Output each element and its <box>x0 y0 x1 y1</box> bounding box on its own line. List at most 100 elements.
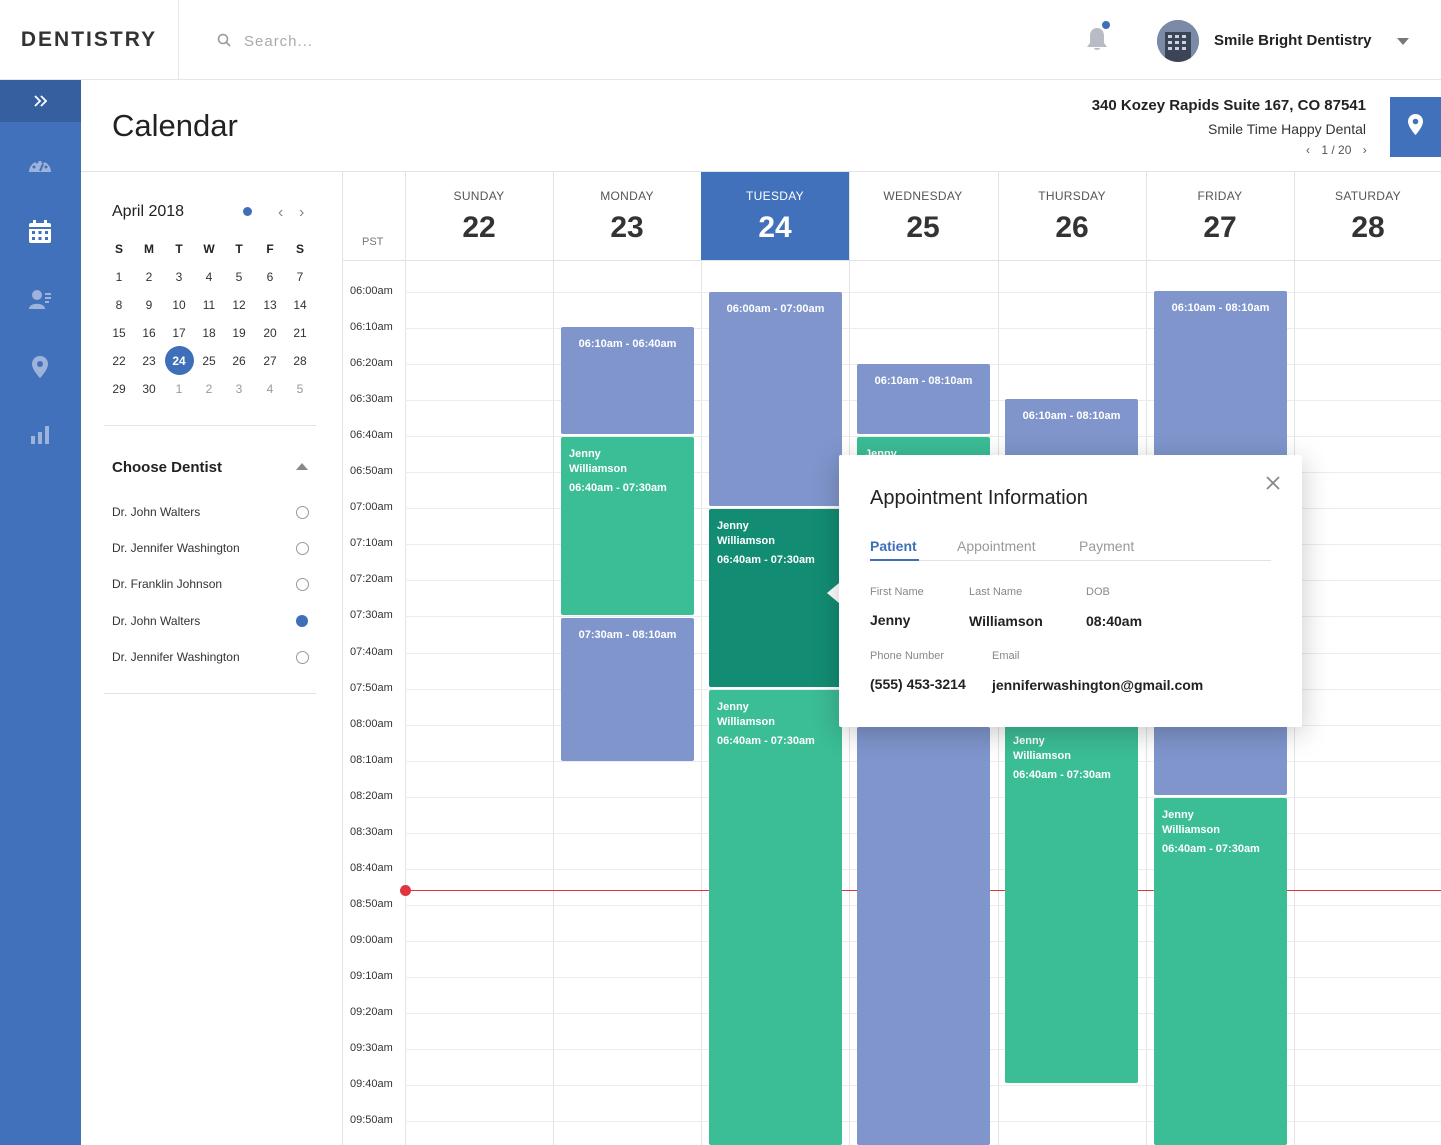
today-indicator[interactable] <box>243 207 252 216</box>
appointment-block[interactable] <box>857 727 990 1145</box>
tab-appointment[interactable]: Appointment <box>957 538 1036 554</box>
mini-calendar-day[interactable]: 24 <box>172 354 186 368</box>
appointment-block[interactable]: 06:10am - 06:40am <box>561 327 694 434</box>
mini-calendar-day[interactable]: 18 <box>202 326 216 340</box>
appointment-block[interactable]: 07:30am - 08:10am <box>561 618 694 761</box>
mini-calendar-day[interactable]: 19 <box>232 326 246 340</box>
calendar-icon[interactable] <box>27 219 53 245</box>
appointment-block[interactable]: Jenny Williamson 06:40am - 07:30am <box>561 437 694 615</box>
radio[interactable] <box>296 506 309 519</box>
map-pin-icon <box>1408 114 1423 135</box>
dentist-name[interactable]: Dr. Jennifer Washington <box>112 541 240 556</box>
day-header-sunday[interactable]: SUNDAY 22 <box>405 172 553 260</box>
chevron-right-icon[interactable]: › <box>1362 143 1367 157</box>
email-label: Email <box>992 650 1020 662</box>
mini-calendar-day[interactable]: 8 <box>115 298 123 312</box>
reports-icon[interactable] <box>27 422 53 448</box>
day-header-wednesday[interactable]: WEDNESDAY 25 <box>849 172 997 260</box>
patients-icon[interactable] <box>27 287 53 313</box>
header-divider <box>81 171 1441 172</box>
day-header-monday[interactable]: MONDAY 23 <box>553 172 701 260</box>
mini-calendar-day[interactable]: 4 <box>266 382 274 396</box>
search-input[interactable] <box>244 28 444 54</box>
mini-calendar-day[interactable]: 12 <box>232 298 246 312</box>
panel-divider <box>104 693 316 694</box>
mini-calendar-day[interactable]: 2 <box>205 382 213 396</box>
dentist-name[interactable]: Dr. Franklin Johnson <box>112 577 223 592</box>
time-row-line <box>405 292 1441 293</box>
mini-calendar-day[interactable]: 6 <box>266 270 274 284</box>
tab-patient[interactable]: Patient <box>870 538 917 554</box>
mini-calendar-day[interactable]: 30 <box>142 382 156 396</box>
mini-calendar-day[interactable]: 13 <box>263 298 277 312</box>
mini-calendar-day[interactable]: 7 <box>296 270 304 284</box>
mini-calendar-day[interactable]: 3 <box>175 270 183 284</box>
patient-first-name: Jenny <box>1013 735 1045 747</box>
mini-calendar-day[interactable]: 20 <box>263 326 277 340</box>
sidebar <box>0 80 81 1145</box>
app-logo[interactable]: DENTISTRY <box>0 0 179 80</box>
mini-calendar-day[interactable]: 10 <box>172 298 186 312</box>
radio-selected[interactable] <box>296 614 308 627</box>
mini-calendar-day[interactable]: 25 <box>202 354 216 368</box>
dentist-name[interactable]: Dr. John Walters <box>112 505 201 519</box>
patient-first-name: Jenny <box>569 448 601 460</box>
day-header-saturday[interactable]: SATURDAY 28 <box>1294 172 1441 260</box>
appointment-block[interactable]: Jenny Williamson 06:40am - 07:30am <box>1005 724 1138 1083</box>
time-label: 07:50am <box>350 681 393 694</box>
mini-calendar-day[interactable]: 22 <box>112 354 126 368</box>
dob-label: DOB <box>1086 586 1110 598</box>
mini-calendar-day[interactable]: 23 <box>142 354 156 368</box>
mini-calendar-day[interactable]: 9 <box>145 298 153 312</box>
day-header-thursday[interactable]: THURSDAY 26 <box>998 172 1146 260</box>
mini-calendar-day[interactable]: 27 <box>263 354 277 368</box>
mini-calendar-day[interactable]: 15 <box>112 326 126 340</box>
location-icon[interactable] <box>27 354 53 380</box>
radio[interactable] <box>296 650 309 664</box>
mini-calendar-day[interactable]: 1 <box>115 270 123 284</box>
mini-calendar-day[interactable]: 4 <box>205 270 213 284</box>
appointment-time: 06:40am - 07:30am <box>717 735 815 747</box>
appointment-time: 06:40am - 07:30am <box>1162 843 1260 855</box>
appointment-block[interactable]: Jenny Williamson 06:40am - 07:30am <box>709 690 842 1145</box>
day-name: MONDAY <box>600 189 654 203</box>
close-icon[interactable] <box>1265 475 1281 491</box>
appointment-block[interactable]: Jenny Williamson 06:40am - 07:30am <box>1154 798 1287 1145</box>
mini-calendar-day[interactable]: 3 <box>235 382 243 396</box>
mini-calendar-day[interactable]: 16 <box>142 326 156 340</box>
avatar[interactable] <box>1157 20 1199 62</box>
mini-calendar-day[interactable]: 14 <box>293 298 307 312</box>
prev-month-icon[interactable]: ‹ <box>278 204 284 221</box>
clinic-name[interactable]: Smile Bright Dentistry <box>1214 32 1372 49</box>
mini-calendar-day[interactable]: 11 <box>202 298 216 312</box>
dentist-name[interactable]: Dr. Jennifer Washington <box>112 649 240 664</box>
appointment-block[interactable]: Jenny Williamson 06:40am - 07:30am <box>709 509 842 687</box>
mini-calendar-day[interactable]: 1 <box>175 382 183 396</box>
expand-sidebar-button[interactable] <box>0 80 81 122</box>
mini-calendar-day[interactable]: 28 <box>293 354 307 368</box>
next-month-icon[interactable]: › <box>299 204 305 221</box>
mini-calendar-day[interactable]: 17 <box>172 326 186 340</box>
chevron-left-icon[interactable]: ‹ <box>1306 143 1310 157</box>
mini-calendar-day[interactable]: 21 <box>293 326 307 340</box>
mini-calendar-day[interactable]: 26 <box>232 354 246 368</box>
mini-calendar-day[interactable]: 5 <box>296 382 304 396</box>
mini-calendar-day[interactable]: 2 <box>145 270 153 284</box>
chevron-up-icon[interactable] <box>296 463 308 470</box>
day-header-friday[interactable]: FRIDAY 27 <box>1146 172 1294 260</box>
day-header-tuesday[interactable]: TUESDAY 24 <box>701 172 849 260</box>
chevron-down-icon[interactable] <box>1397 38 1409 45</box>
appointment-block[interactable]: 06:10am - 08:10am <box>857 364 990 434</box>
mini-calendar-day[interactable]: 5 <box>235 270 243 284</box>
dashboard-icon[interactable] <box>27 152 53 178</box>
patient-name: Jenny Williamson <box>1162 808 1220 838</box>
location-button[interactable] <box>1390 97 1441 157</box>
radio[interactable] <box>296 578 309 592</box>
patient-name: Jenny Williamson <box>717 519 775 549</box>
appointment-block[interactable]: 06:00am - 07:00am <box>709 292 842 506</box>
bell-icon[interactable] <box>1086 26 1108 52</box>
dentist-name[interactable]: Dr. John Walters <box>112 613 201 628</box>
mini-calendar-day[interactable]: 29 <box>112 382 126 396</box>
tab-payment[interactable]: Payment <box>1079 538 1135 554</box>
radio[interactable] <box>296 542 309 556</box>
